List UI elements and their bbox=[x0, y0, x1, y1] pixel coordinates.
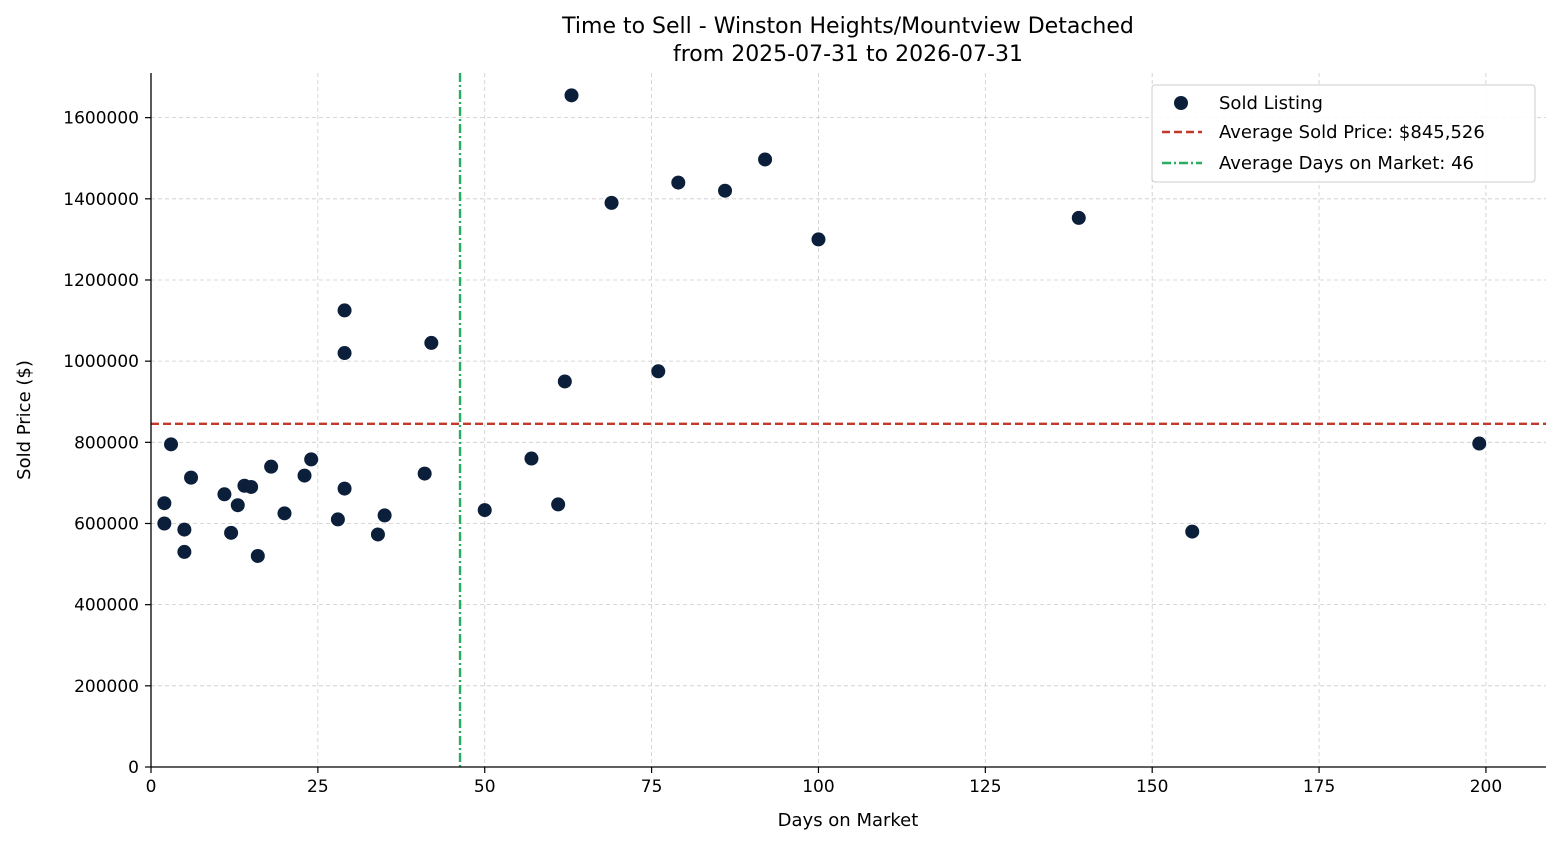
data-point bbox=[1071, 210, 1086, 225]
legend-label-sold-listing: Sold Listing bbox=[1219, 93, 1323, 114]
data-point bbox=[370, 527, 385, 542]
data-point bbox=[524, 451, 539, 466]
data-point bbox=[758, 152, 773, 167]
data-point bbox=[177, 522, 192, 537]
data-point bbox=[297, 468, 312, 483]
y-tick-label: 600000 bbox=[74, 514, 139, 534]
legend-box bbox=[1151, 84, 1536, 183]
axes bbox=[150, 73, 1546, 768]
x-tick-label: 200 bbox=[1470, 777, 1502, 797]
x-tick-label: 100 bbox=[802, 777, 834, 797]
legend-label-avg-days: Average Days on Market: 46 bbox=[1219, 153, 1474, 174]
y-tick-label: 400000 bbox=[74, 596, 139, 616]
data-point bbox=[337, 346, 352, 361]
chart-subtitle: from 2025-07-31 to 2026-07-31 bbox=[673, 42, 1023, 67]
y-tick-label: 200000 bbox=[74, 677, 139, 697]
y-tick-label: 1200000 bbox=[63, 271, 139, 291]
legend-marker-sold-listing bbox=[1174, 96, 1188, 110]
data-point bbox=[337, 481, 352, 496]
data-point bbox=[277, 506, 292, 521]
data-point bbox=[177, 544, 192, 559]
data-point bbox=[244, 479, 259, 494]
data-point bbox=[671, 175, 686, 190]
data-point bbox=[651, 364, 666, 379]
data-point bbox=[604, 195, 619, 210]
data-point bbox=[250, 548, 265, 563]
data-point bbox=[551, 497, 566, 512]
data-point bbox=[217, 487, 232, 502]
legend: Sold Listing Average Sold Price: $845,52… bbox=[1151, 84, 1536, 183]
data-point bbox=[164, 437, 179, 452]
reference-lines bbox=[151, 73, 1546, 767]
data-point bbox=[1185, 524, 1200, 539]
y-tick-label: 1000000 bbox=[63, 352, 139, 372]
y-ticks: 0 200000 400000 600000 800000 1000000 1200000 1… bbox=[63, 109, 151, 778]
y-tick-label: 1400000 bbox=[63, 190, 139, 210]
data-point bbox=[184, 470, 199, 485]
data-point bbox=[477, 503, 492, 518]
x-tick-label: 175 bbox=[1303, 777, 1335, 797]
data-point bbox=[417, 466, 432, 481]
x-tick-label: 75 bbox=[641, 777, 663, 797]
x-tick-label: 25 bbox=[307, 777, 329, 797]
y-axis-label: Sold Price ($) bbox=[14, 360, 35, 480]
data-point bbox=[718, 183, 733, 198]
y-tick-label: 0 bbox=[128, 758, 139, 778]
data-point bbox=[304, 452, 319, 467]
data-point bbox=[564, 88, 579, 103]
x-axis-label: Days on Market bbox=[778, 810, 919, 831]
data-point bbox=[224, 525, 239, 540]
data-point bbox=[157, 496, 172, 511]
data-point bbox=[424, 335, 439, 350]
data-point bbox=[377, 508, 392, 523]
x-ticks: 0 25 50 75 100 125 150 175 200 bbox=[146, 767, 1502, 797]
x-tick-label: 150 bbox=[1136, 777, 1168, 797]
chart-title: Time to Sell - Winston Heights/Mountview… bbox=[561, 14, 1134, 39]
data-point bbox=[264, 459, 279, 474]
data-point bbox=[811, 232, 826, 247]
x-tick-label: 50 bbox=[474, 777, 496, 797]
y-tick-label: 800000 bbox=[74, 433, 139, 453]
data-point bbox=[557, 374, 572, 389]
x-tick-label: 0 bbox=[146, 777, 157, 797]
data-point bbox=[157, 516, 172, 531]
data-point bbox=[230, 498, 245, 513]
data-point bbox=[1472, 436, 1487, 451]
data-points bbox=[157, 88, 1487, 563]
legend-label-avg-price: Average Sold Price: $845,526 bbox=[1219, 122, 1485, 143]
grid bbox=[151, 73, 1546, 767]
data-point bbox=[337, 303, 352, 318]
data-point bbox=[330, 512, 345, 527]
x-tick-label: 125 bbox=[969, 777, 1001, 797]
y-tick-label: 1600000 bbox=[63, 109, 139, 129]
